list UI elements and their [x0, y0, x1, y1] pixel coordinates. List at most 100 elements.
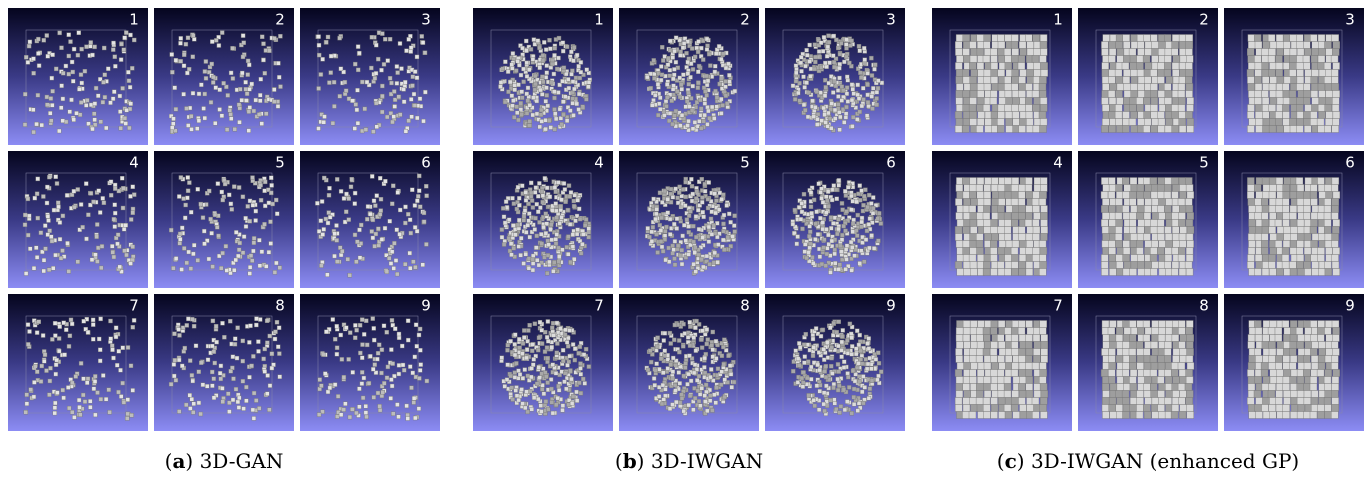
voxel: [706, 197, 710, 201]
tile-number: 5: [740, 154, 750, 172]
voxel: [28, 247, 32, 251]
voxel: [858, 379, 862, 383]
voxel: [813, 237, 817, 241]
voxel: [257, 238, 261, 242]
voxel: [539, 113, 543, 117]
voxel: [568, 354, 572, 358]
voxel: [324, 217, 328, 221]
voxel: [805, 81, 809, 85]
voxel: [545, 186, 549, 190]
voxel: [685, 51, 689, 55]
voxel: [698, 404, 702, 408]
voxel: [822, 402, 826, 406]
voxel: [1284, 126, 1291, 133]
voxel: [37, 64, 41, 68]
voxel: [850, 39, 854, 43]
voxel: [970, 112, 977, 119]
voxel: [722, 222, 726, 226]
voxel: [1276, 49, 1283, 56]
voxel: [852, 402, 856, 406]
voxel: [569, 191, 573, 195]
voxel: [120, 176, 124, 180]
voxel: [840, 340, 844, 344]
voxel: [187, 181, 191, 185]
voxel: [213, 121, 217, 125]
voxel: [1040, 77, 1047, 84]
voxel: [417, 407, 421, 411]
voxel: [174, 257, 178, 261]
voxel: [998, 56, 1005, 63]
voxel: [214, 38, 218, 42]
voxel: [389, 378, 393, 382]
voxel: [1319, 70, 1326, 77]
voxel: [258, 264, 262, 268]
voxel: [360, 356, 364, 360]
voxel: [23, 213, 27, 217]
voxel: [572, 113, 576, 117]
voxel: [724, 80, 728, 84]
voxel: [837, 267, 841, 271]
voxel: [816, 363, 820, 367]
voxel: [558, 327, 562, 331]
voxel: [572, 59, 576, 63]
voxel: [1130, 70, 1137, 77]
voxel: [646, 226, 650, 230]
voxel: [67, 344, 71, 348]
voxel: [536, 397, 540, 401]
voxel: [862, 203, 866, 207]
voxel: [346, 257, 350, 261]
voxel: [374, 71, 378, 75]
voxel: [94, 86, 98, 90]
voxel: [687, 225, 691, 229]
voxel: [687, 214, 691, 218]
voxel: [558, 221, 562, 225]
voxel: [809, 377, 813, 381]
voxel: [170, 53, 174, 57]
voxel: [541, 59, 545, 63]
voxel: [186, 176, 190, 180]
voxel: [1019, 234, 1026, 241]
voxel: [26, 323, 30, 327]
voxel: [394, 259, 398, 263]
voxel: [380, 68, 384, 72]
voxel: [794, 64, 798, 68]
voxel: [518, 346, 522, 350]
voxel: [201, 216, 205, 220]
voxel: [81, 393, 85, 397]
voxel: [1158, 70, 1165, 77]
voxel: [511, 99, 515, 103]
voxel: [387, 256, 391, 260]
voxel: [517, 398, 521, 402]
voxel: [554, 117, 558, 121]
voxel: [353, 127, 357, 131]
voxel: [1019, 91, 1026, 98]
voxel: [836, 103, 840, 107]
voxel: [1255, 77, 1262, 84]
voxel: [1151, 105, 1158, 112]
voxel: [656, 82, 660, 86]
voxel: [1186, 63, 1193, 70]
voxel: [1115, 112, 1122, 119]
voxel: [203, 70, 207, 74]
voxel: [535, 112, 539, 116]
panel-caption: (a) 3D-GAN: [165, 449, 284, 473]
voxel: [1019, 126, 1026, 133]
voxel: [546, 407, 550, 411]
voxel: [1129, 105, 1136, 112]
voxel: [169, 382, 173, 386]
voxel: [1151, 98, 1158, 105]
voxel: [403, 221, 407, 225]
voxel: [400, 67, 404, 71]
voxel: [1116, 77, 1123, 84]
voxel: [802, 103, 806, 107]
voxel: [699, 126, 703, 130]
voxel: [841, 328, 845, 332]
voxel: [229, 202, 233, 206]
voxel: [348, 331, 352, 335]
voxel: [390, 202, 394, 206]
voxel: [49, 97, 53, 101]
voxel: [1109, 42, 1116, 49]
voxel: [1018, 185, 1025, 192]
voxel: [1263, 84, 1270, 91]
voxel: [850, 336, 854, 340]
